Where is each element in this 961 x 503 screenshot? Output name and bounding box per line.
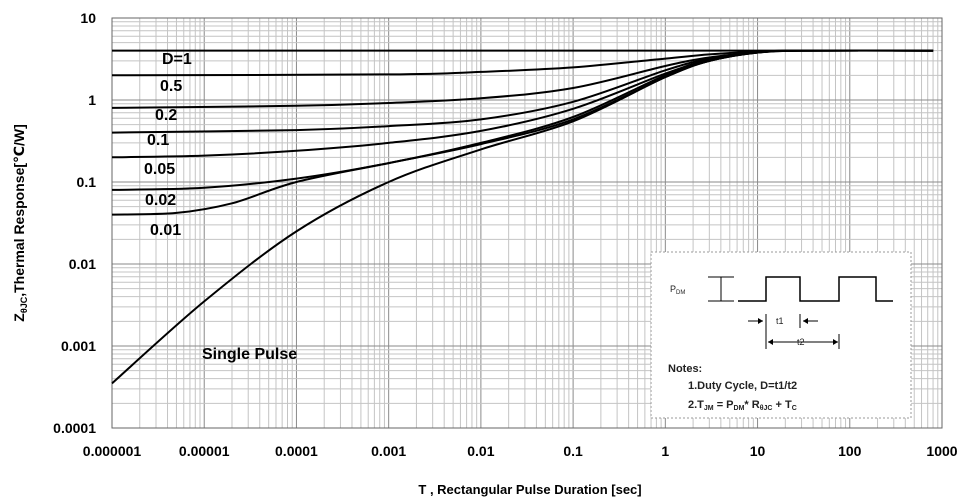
x-tick-label: 1000 xyxy=(926,443,957,459)
series-line-0-2 xyxy=(111,49,934,109)
y-tick-label: 1 xyxy=(88,92,96,108)
inset-box xyxy=(650,251,912,419)
x-tick-label: 0.01 xyxy=(467,443,494,459)
x-tick-label: 0.00001 xyxy=(179,443,230,459)
curve-labels: D=1 0.5 0.2 0.1 0.05 0.02 0.01 Single Pulse xyxy=(144,51,297,363)
duty-cycle-inset: PDM t1 t2 Notes: 1.Duty Cycle, D=t1/t2 2… xyxy=(650,251,912,419)
series-line-single-pulse xyxy=(111,49,934,385)
curve-label: D=1 xyxy=(162,51,192,68)
notes-title: Notes: xyxy=(668,363,702,375)
y-tick-label: 0.01 xyxy=(69,256,96,272)
note-tjm-formula: 2.TJM = PDM* RθJC + TC xyxy=(688,399,797,412)
series-line-0-02 xyxy=(111,49,934,191)
note-duty-cycle: 1.Duty Cycle, D=t1/t2 xyxy=(688,380,797,392)
series-line-0-1 xyxy=(111,49,934,134)
curve-label: 0.02 xyxy=(145,192,176,209)
y-axis-label-rest: ,Thermal Response[℃/W] xyxy=(11,124,27,297)
x-tick-label: 1 xyxy=(661,443,669,459)
x-axis-label: T , Rectangular Pulse Duration [sec] xyxy=(418,482,641,497)
t2-label: t2 xyxy=(797,337,805,347)
series-line-0-5 xyxy=(111,49,934,77)
y-tick-labels: 0.0001 0.001 0.01 0.1 1 10 xyxy=(53,10,96,436)
y-tick-label: 10 xyxy=(80,10,96,26)
pdm-label: PDM xyxy=(670,284,685,296)
x-tick-label: 100 xyxy=(838,443,862,459)
curve-label: 0.2 xyxy=(155,107,177,124)
curve-label: 0.01 xyxy=(150,222,181,239)
curve-label: 0.05 xyxy=(144,161,175,178)
x-tick-label: 0.0001 xyxy=(275,443,318,459)
t1-label: t1 xyxy=(776,316,784,326)
t1-arrowhead-right xyxy=(803,318,808,324)
series-lines xyxy=(111,49,934,385)
x-tick-label: 10 xyxy=(750,443,766,459)
x-tick-label: 0.001 xyxy=(371,443,406,459)
y-axis-label-z: Z xyxy=(11,313,27,322)
curve-label: 0.1 xyxy=(147,132,169,149)
x-tick-labels: 0.000001 0.00001 0.0001 0.001 0.01 0.1 1 10 100 1… xyxy=(83,443,958,459)
curve-label: 0.5 xyxy=(160,78,182,95)
x-tick-label: 0.1 xyxy=(563,443,583,459)
t1-arrowhead-left xyxy=(758,318,763,324)
pulse-waveform xyxy=(738,276,893,302)
x-tick-label: 0.000001 xyxy=(83,443,142,459)
y-axis-label: ZθJC,Thermal Response[℃/W] xyxy=(11,124,29,321)
curve-label: Single Pulse xyxy=(202,346,297,363)
plot-frame xyxy=(111,17,943,429)
t2-arrowhead-right xyxy=(833,339,838,345)
t2-arrowhead-left xyxy=(768,339,773,345)
y-tick-label: 0.1 xyxy=(77,174,97,190)
y-tick-label: 0.0001 xyxy=(53,420,96,436)
y-tick-label: 0.001 xyxy=(61,338,96,354)
y-axis-label-sub: θJC xyxy=(19,296,29,313)
